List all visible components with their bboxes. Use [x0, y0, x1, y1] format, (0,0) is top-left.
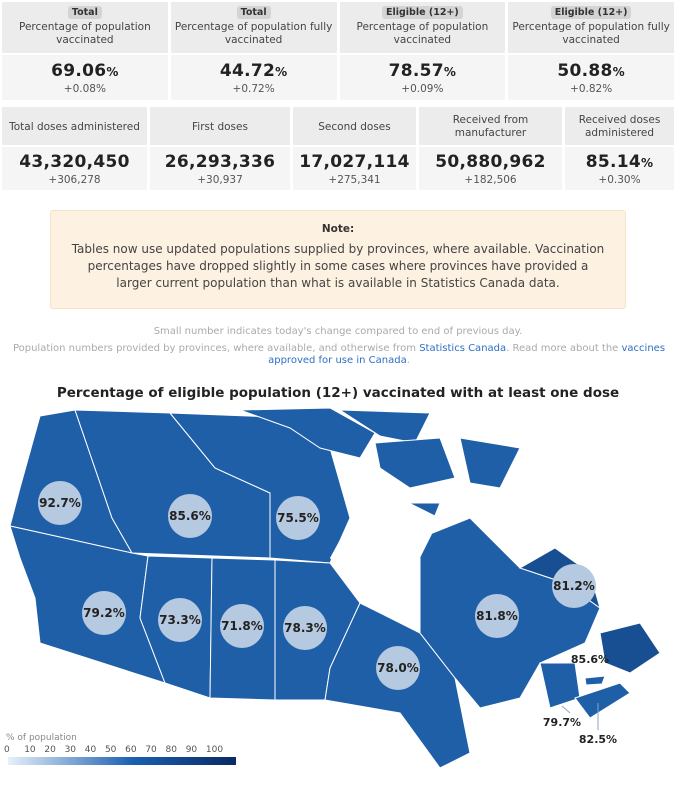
summary-row: Total Percentage of population vaccinated…: [2, 2, 674, 100]
bubble-bc: [82, 591, 126, 635]
stat-value: 44.72%: [219, 60, 288, 81]
stat-value: 50.88%: [557, 60, 625, 81]
dose-value: 17,027,114: [299, 151, 410, 172]
dose-label: Received from manufacturer: [452, 114, 529, 139]
bubble-mb: [283, 606, 327, 650]
source-note: Population numbers provided by provinces…: [12, 343, 666, 366]
value-qc: 81.8%: [476, 609, 518, 623]
bubble-sk: [220, 604, 264, 648]
stat-change: +0.08%: [63, 82, 106, 95]
legend-ticks: 0 10 20 30 40 50 60 70 80 90 100: [4, 745, 224, 755]
value-bc: 79.2%: [83, 606, 125, 620]
badge: Eligible (12+): [550, 6, 632, 19]
bubble-on: [376, 646, 420, 690]
stat-label: Percentage of population vaccinated: [19, 21, 151, 46]
region-nl-island[interactable]: [599, 622, 661, 674]
value-nu: 75.5%: [277, 511, 319, 525]
badge: Eligible (12+): [382, 6, 463, 19]
legend-title: % of population: [6, 733, 77, 743]
dose-card-first: First doses 26,293,336 +30,937: [150, 107, 290, 192]
stat-card-total-fully-vaccinated: Total Percentage of population fully vacc…: [170, 2, 337, 100]
value-nl: 81.2%: [553, 579, 595, 593]
value-yt: 92.7%: [39, 496, 81, 510]
value-on: 78.0%: [377, 661, 419, 675]
note-text: Tables now use updated populations suppl…: [71, 242, 605, 290]
dose-change: +306,278: [48, 173, 101, 186]
statistics-canada-link[interactable]: Statistics Canada: [419, 343, 507, 354]
value-nb: 79.7%: [543, 716, 581, 729]
doses-row: Total doses administered 43,320,450 +306…: [2, 107, 674, 192]
dose-card-received: Received from manufacturer 50,880,962 +18…: [419, 107, 562, 192]
stat-change: +0.72%: [232, 82, 275, 95]
change-explanation: Small number indicates today's change co…: [153, 326, 523, 337]
dose-change: +30,937: [197, 173, 243, 186]
vaccines-approved-link[interactable]: vaccines approved for use in Canada: [268, 343, 666, 366]
value-ns: 82.5%: [579, 733, 617, 746]
badge: Total: [67, 6, 102, 19]
map-title: Percentage of eligible population (12+) …: [56, 385, 620, 401]
dose-label: Received doses administered: [578, 114, 661, 139]
stat-card-total-vaccinated: Total Percentage of population vaccinated…: [2, 2, 168, 100]
stat-label: Percentage of population vaccinated: [356, 21, 489, 46]
dose-value: 50,880,962: [435, 151, 546, 172]
stat-label: Percentage of population fully vaccinated: [174, 21, 333, 46]
bubble-nl: [552, 564, 596, 608]
stat-value: 69.06%: [51, 60, 119, 81]
note-box: Note: Tables now use updated populations…: [50, 210, 626, 309]
bubble-nt: [168, 494, 212, 538]
dose-card-received-administered: Received doses administered 85.14% +0.30%: [565, 107, 674, 192]
value-ab: 73.3%: [159, 613, 201, 627]
region-ns[interactable]: [574, 682, 631, 719]
dose-label: Second doses: [318, 120, 391, 133]
dose-value: 26,293,336: [164, 151, 276, 172]
stat-card-eligible-fully-vaccinated: Eligible (12+) Percentage of population …: [508, 2, 674, 100]
value-mb: 78.3%: [284, 621, 326, 635]
bubble-yt: [38, 481, 82, 525]
stat-card-eligible-vaccinated: Eligible (12+) Percentage of population v…: [339, 2, 506, 100]
dose-change: +182,506: [464, 173, 517, 186]
note-title: Note:: [321, 223, 355, 235]
dose-card-total: Total doses administered 43,320,450 +306…: [2, 107, 147, 192]
dose-label: Total doses administered: [9, 120, 140, 133]
value-nt: 85.6%: [169, 509, 211, 523]
stat-change: +0.82%: [570, 82, 613, 95]
dose-change: +0.30%: [598, 173, 641, 186]
canada-map: 92.7% 85.6% 75.5% 79.2% 73.3% 71.8% 78.3…: [9, 408, 661, 769]
value-sk: 71.8%: [221, 619, 263, 633]
value-pe: 85.6%: [571, 653, 609, 666]
dose-change: +275,341: [328, 173, 381, 186]
stat-label: Percentage of population fully vaccinated: [512, 21, 670, 46]
stat-value: 78.57%: [388, 60, 457, 81]
badge: Total: [236, 6, 271, 19]
bubble-qc: [475, 594, 519, 638]
dose-label: First doses: [192, 120, 248, 133]
bubble-nu: [276, 496, 320, 540]
dose-value: 85.14%: [585, 151, 654, 172]
bubble-ab: [158, 598, 202, 642]
region-nb[interactable]: [539, 662, 581, 709]
region-pe[interactable]: [584, 675, 606, 686]
dose-card-second: Second doses 17,027,114 +275,341: [293, 107, 416, 192]
dose-value: 43,320,450: [19, 151, 130, 172]
legend-color-scale: [8, 757, 236, 765]
stat-change: +0.09%: [401, 82, 444, 95]
